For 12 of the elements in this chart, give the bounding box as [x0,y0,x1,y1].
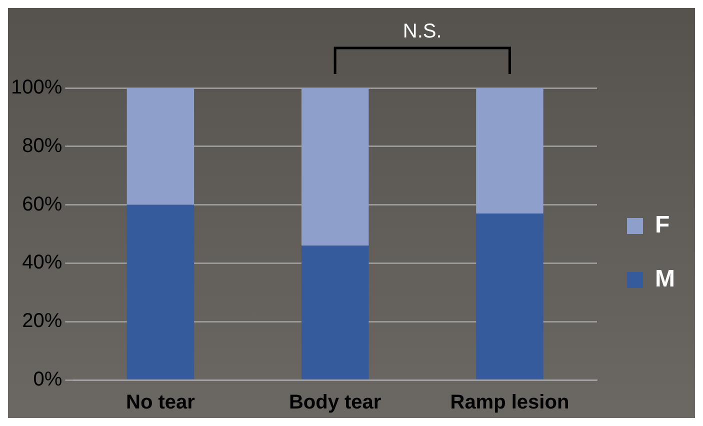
x-tick-label: No tear [126,392,196,414]
y-tick-label: 100% [10,76,62,99]
y-tick-label: 60% [22,193,62,216]
x-tick-label: Body tear [288,392,382,414]
x-tick-label: Ramp lesion [450,392,570,414]
y-tick-label: 0% [33,368,62,391]
y-tick-label: 80% [22,134,62,157]
legend-label: M [655,266,676,293]
y-tick-label: 40% [22,252,62,274]
text: N.S. [402,20,442,43]
legend-label: F [655,212,670,239]
y-tick-label: 20% [22,310,62,332]
